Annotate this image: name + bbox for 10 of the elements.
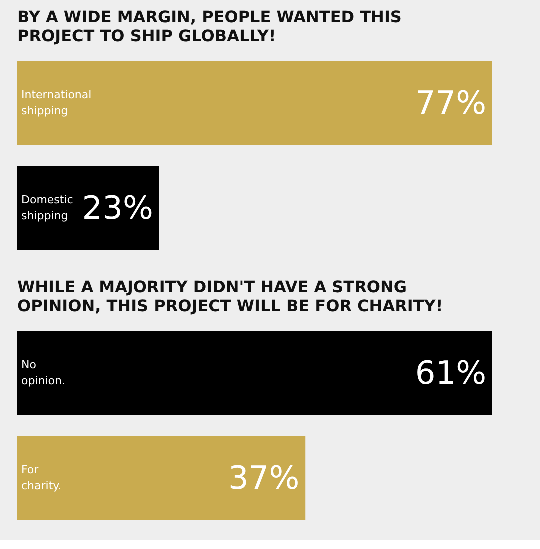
data-label: 61% bbox=[415, 354, 486, 392]
chart-title: BY A WIDE MARGIN, PEOPLE WANTED THIS PROJECT TO SHIP GLOBALLY! bbox=[18, 8, 402, 46]
y-tick-label: No opinion. bbox=[22, 358, 66, 388]
data-label: 23% bbox=[82, 189, 154, 227]
y-tick-label: Domestic shipping bbox=[22, 194, 74, 222]
chart-title: WHILE A MAJORITY DIDN'T HAVE A STRONG OPINION, THIS PROJECT WILL BE FOR CHARITY! bbox=[18, 278, 444, 316]
y-tick-label: International shipping bbox=[22, 88, 92, 118]
data-label: 37% bbox=[228, 459, 300, 497]
y-tick-label: For charity. bbox=[22, 464, 62, 492]
data-label: 77% bbox=[415, 84, 486, 122]
